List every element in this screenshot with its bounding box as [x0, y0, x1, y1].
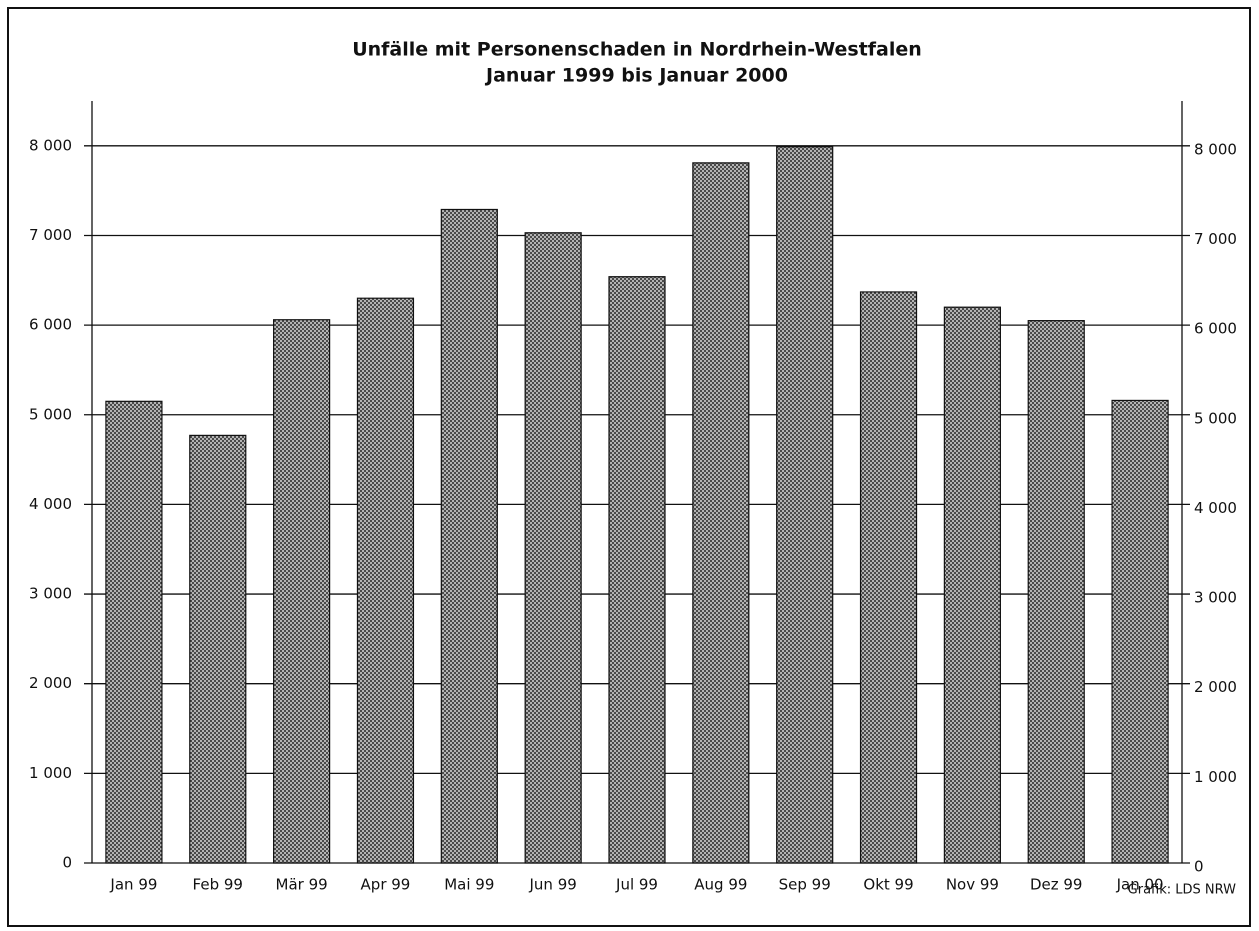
y2-tick-label: 2 000: [1194, 678, 1237, 696]
x-tick-label: Jul 99: [615, 876, 658, 894]
bar: [105, 400, 163, 864]
bar: [356, 297, 415, 864]
y2-tick-label: 5 000: [1194, 409, 1237, 427]
bar: [692, 162, 750, 864]
y2-tick-label: 8 000: [1194, 140, 1237, 158]
y-tick-label: 7 000: [29, 226, 72, 244]
y2-tick-label: 3 000: [1194, 589, 1237, 607]
bar: [608, 276, 666, 864]
x-tick-label: Okt 99: [863, 876, 913, 894]
y2-tick-label: 7 000: [1194, 230, 1237, 248]
x-tick-label: Nov 99: [946, 876, 999, 894]
x-tick-label: Mär 99: [276, 876, 328, 894]
y2-tick-label: 1 000: [1194, 768, 1237, 786]
bar: [1111, 399, 1169, 864]
bar: [943, 306, 1001, 864]
source: Grafik: LDS NRW: [1128, 883, 1236, 898]
x-tick-label: Jan 00: [1116, 876, 1164, 894]
y-tick-label: 4 000: [29, 495, 72, 513]
x-tick-label: Feb 99: [193, 876, 243, 894]
bar: [1027, 320, 1085, 864]
bar: [524, 232, 582, 864]
y-tick-label: 3 000: [29, 585, 72, 603]
x-tick-label: Jun 99: [529, 876, 577, 894]
y2-tick-label: 6 000: [1194, 320, 1237, 338]
x-tick-label: Mai 99: [444, 876, 494, 894]
x-tick-label: Aug 99: [694, 876, 747, 894]
chart-subtitle: Januar 1999 bis Januar 2000: [484, 65, 788, 87]
y2-tick-label: 0: [1194, 858, 1204, 876]
x-tick-label: Apr 99: [361, 876, 411, 894]
frame: [7, 7, 1251, 927]
bar: [440, 208, 498, 864]
x-tick-label: Dez 99: [1030, 876, 1083, 894]
y-tick-label: 5 000: [29, 405, 72, 423]
x-tick-label: Jan 99: [109, 876, 157, 894]
bar: [859, 291, 918, 864]
y-tick-label: 0: [62, 854, 72, 872]
y-tick-label: 6 000: [29, 316, 72, 334]
y-tick-label: 1 000: [29, 764, 72, 782]
bar: [189, 434, 247, 864]
bar: [776, 146, 834, 864]
bar: [273, 319, 331, 864]
x-tick-label: Sep 99: [779, 876, 831, 894]
chart-title: Unfälle mit Personenschaden in Nordrhein…: [352, 39, 922, 61]
y2-tick-label: 4 000: [1194, 499, 1237, 517]
y-tick-label: 2 000: [29, 674, 72, 692]
y-tick-label: 8 000: [29, 136, 72, 154]
